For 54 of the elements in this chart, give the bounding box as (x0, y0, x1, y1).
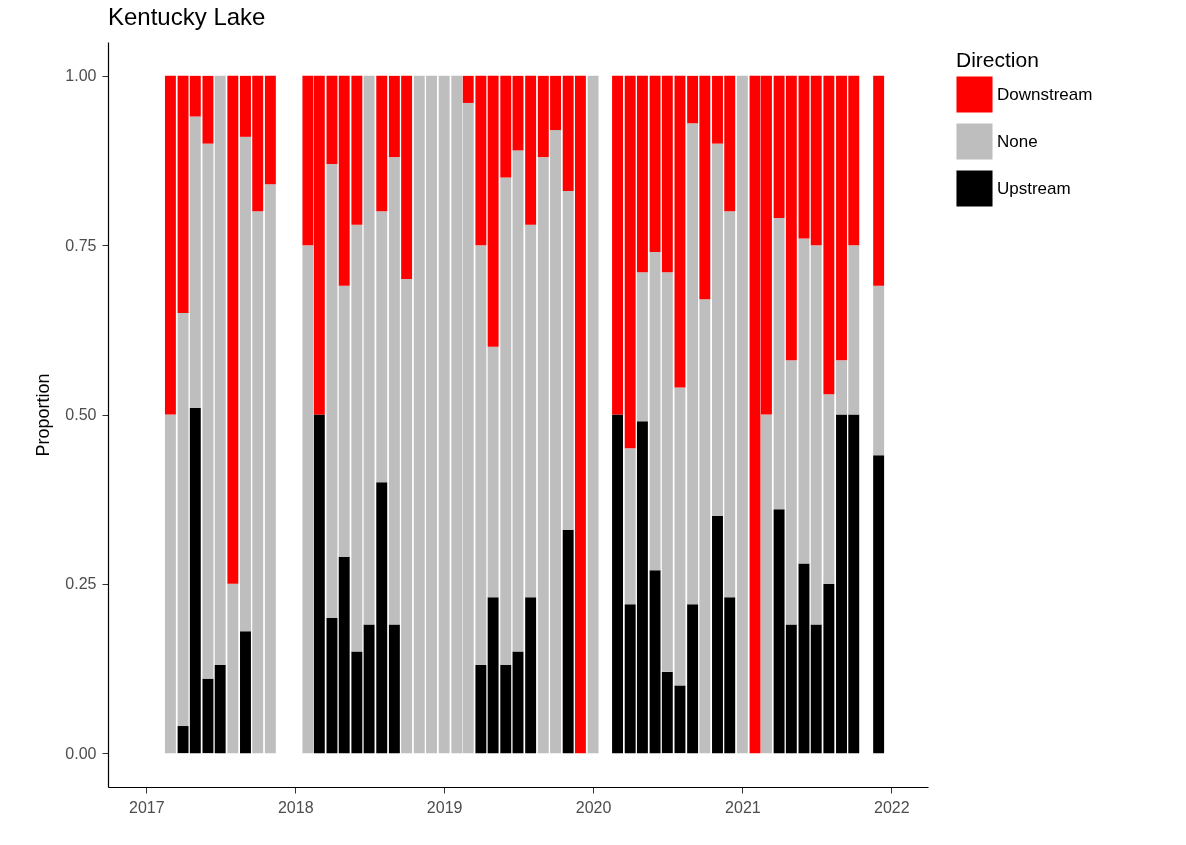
bar (798, 563, 810, 754)
legend-label: None (997, 131, 1038, 151)
bar (525, 224, 537, 598)
bar (512, 75, 524, 151)
bar (164, 414, 176, 754)
bar (873, 455, 885, 754)
bar (376, 75, 388, 212)
bar (512, 651, 524, 754)
bar (798, 75, 810, 239)
bar (313, 414, 325, 754)
bar (636, 272, 648, 422)
bar (512, 150, 524, 652)
x-tick-label: 2018 (277, 798, 314, 816)
y-tick-label: 1.00 (65, 67, 97, 85)
legend-title: Direction (956, 48, 1039, 71)
bar (612, 414, 624, 754)
y-tick-label: 0.75 (65, 236, 97, 254)
x-tick-label: 2017 (129, 798, 165, 816)
x-tick-label: 2019 (426, 798, 463, 816)
legend-label: Downstream (997, 84, 1093, 104)
bar (326, 163, 338, 618)
bar (873, 75, 885, 286)
bar (525, 75, 537, 225)
bar (227, 75, 239, 584)
bar (687, 604, 699, 754)
bar (214, 665, 226, 754)
bar (587, 75, 599, 754)
chart-title: Kentucky Lake (108, 3, 266, 30)
x-tick-label: 2022 (873, 798, 910, 816)
x-tick-label: 2020 (575, 798, 612, 816)
y-tick-label: 0.00 (65, 744, 97, 762)
y-tick-label: 0.50 (65, 406, 97, 423)
bar (326, 617, 338, 754)
bar (798, 238, 810, 564)
bar (240, 631, 251, 754)
legend-label: Upstream (997, 178, 1071, 198)
bar (264, 184, 276, 754)
bar (736, 75, 748, 754)
y-axis-title: Proportion (33, 373, 54, 457)
bar (562, 529, 574, 754)
bar (873, 285, 885, 456)
bar (388, 624, 400, 754)
bar (164, 75, 176, 415)
bar (760, 414, 772, 754)
bar (326, 75, 338, 164)
bar (264, 75, 276, 185)
y-tick-label: 0.25 (65, 575, 97, 593)
bar (612, 75, 624, 415)
bar (302, 245, 314, 754)
bar (624, 448, 636, 605)
bar (475, 665, 487, 754)
x-tick-label: 2021 (725, 798, 761, 816)
bar (562, 191, 574, 530)
bar (525, 597, 537, 754)
